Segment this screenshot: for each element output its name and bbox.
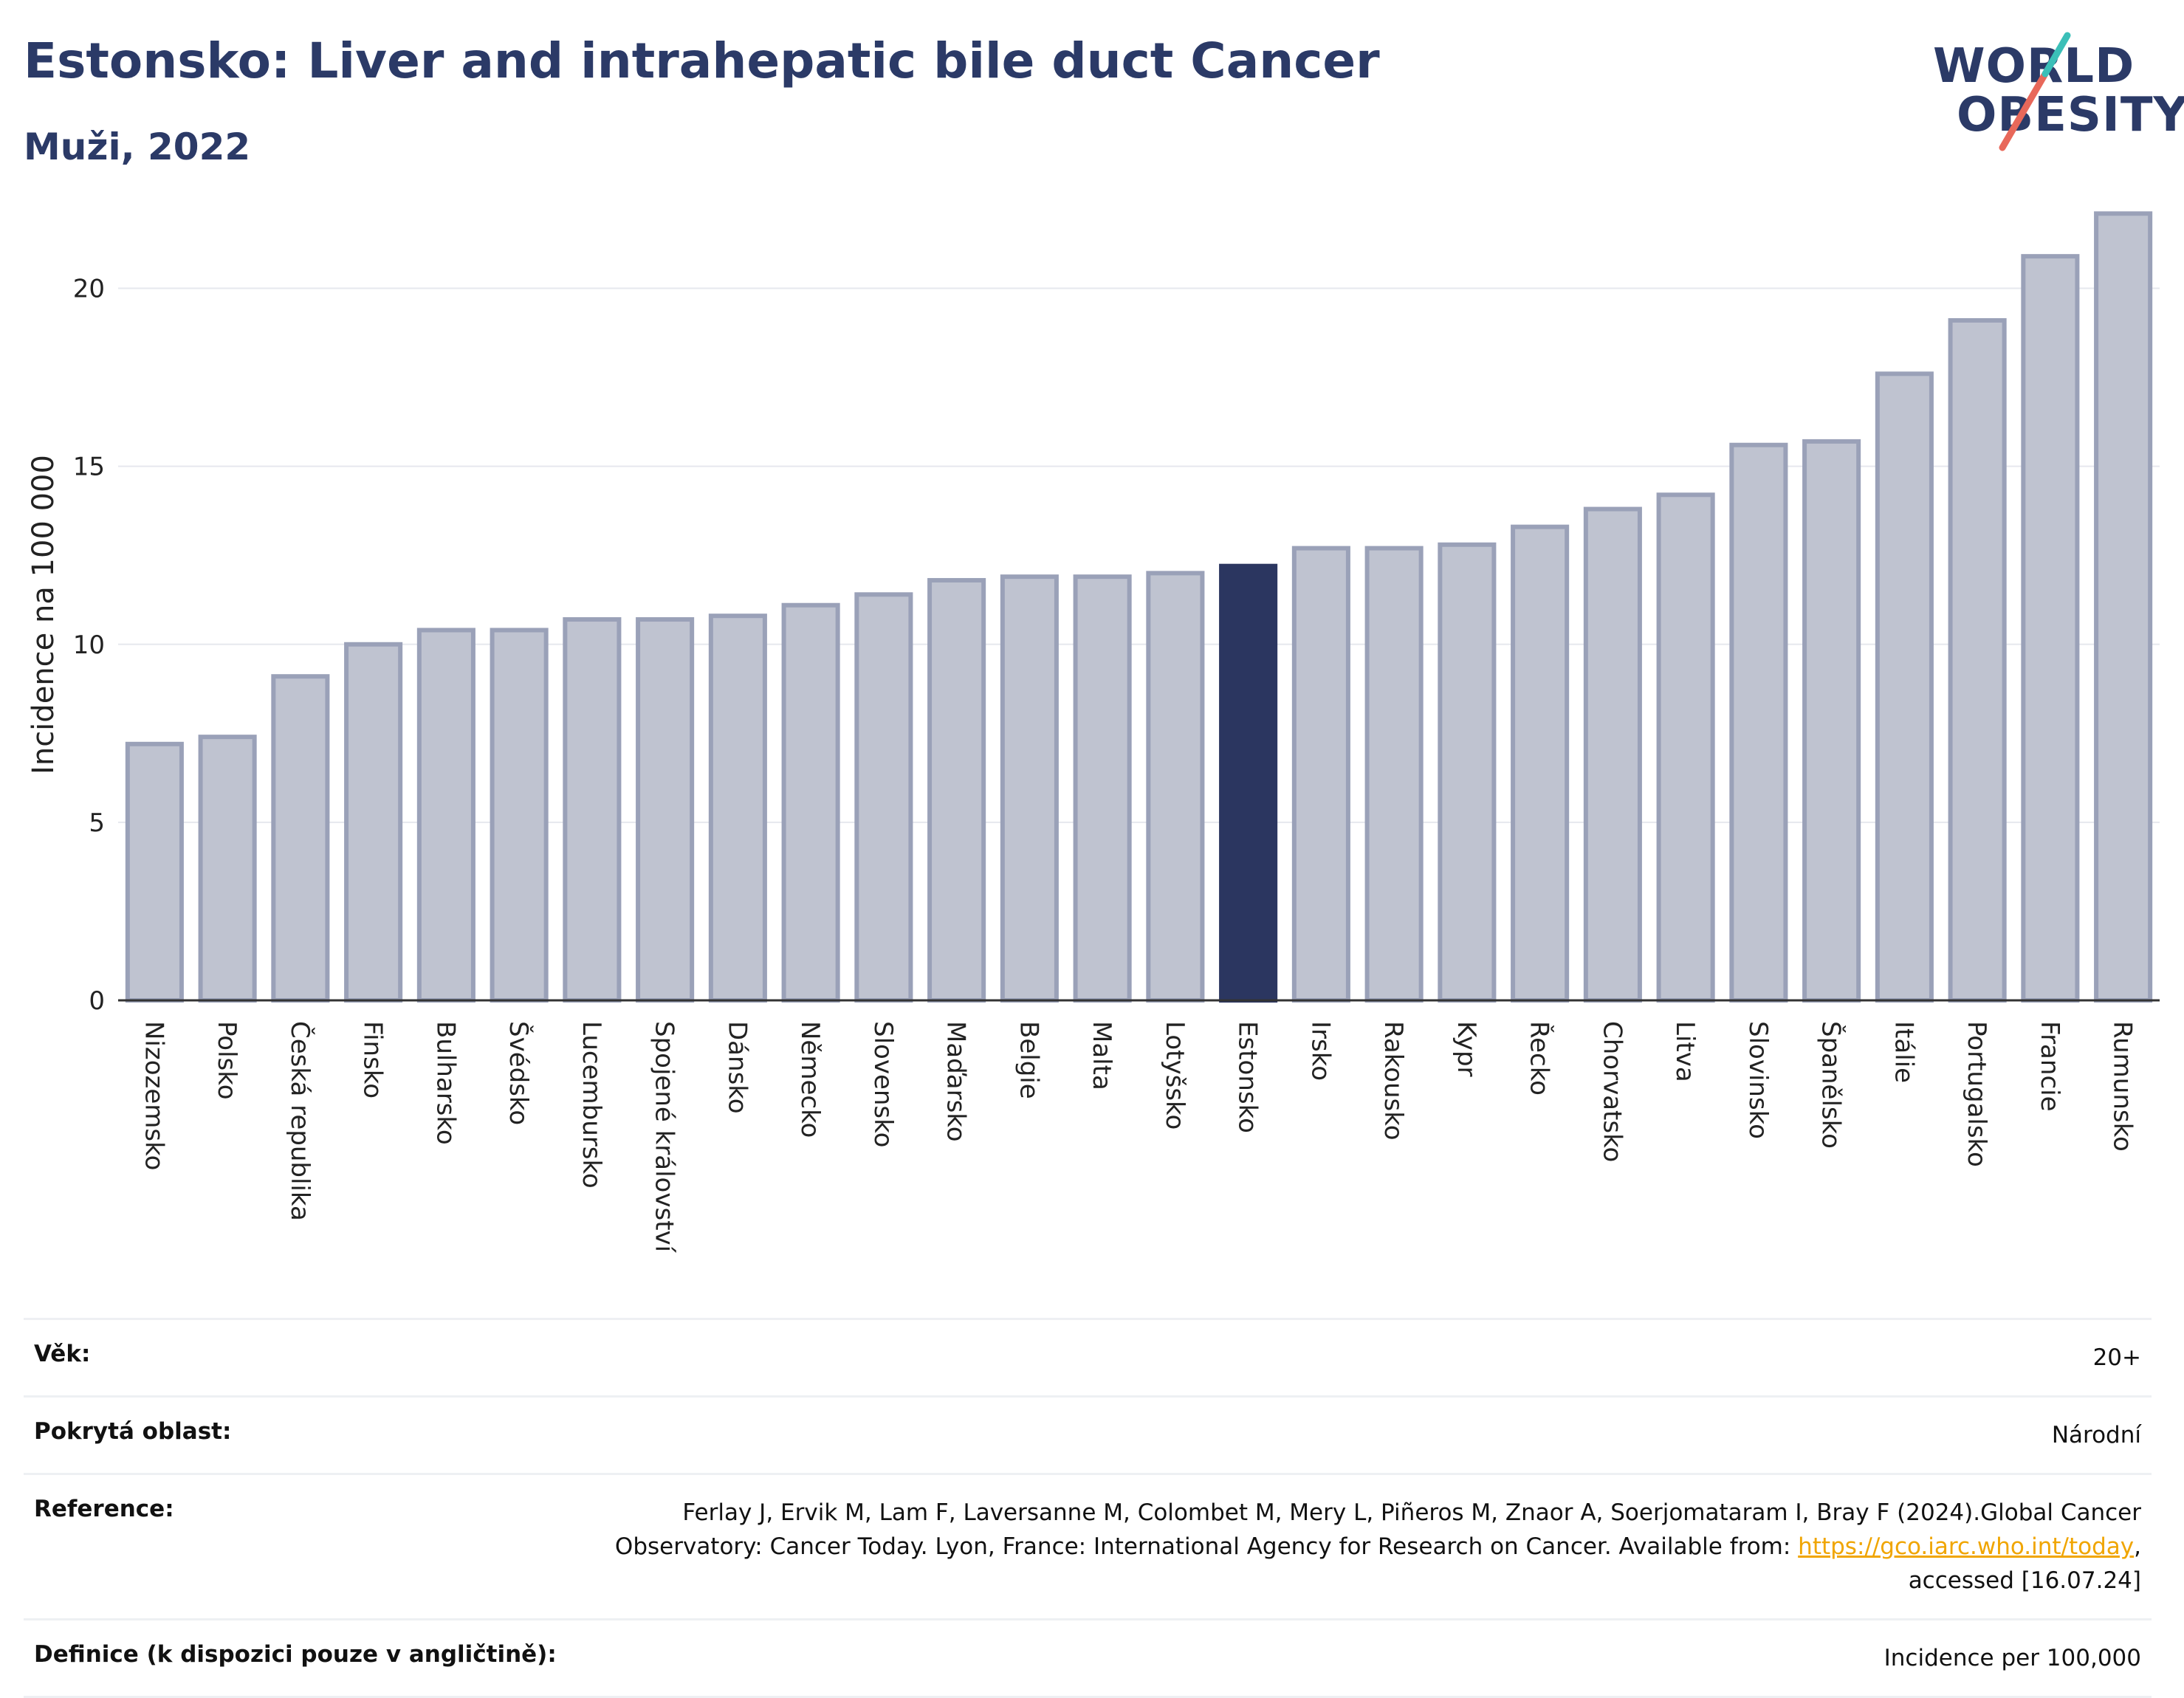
bar-rumunsko	[2094, 211, 2153, 1003]
info-row-area: Pokrytá oblast: Národní	[24, 1395, 2152, 1473]
bar-lucembursko	[563, 617, 622, 1003]
bar-itálie	[1875, 371, 1934, 1003]
reference-line-1: Ferlay J, Ervik M, Lam F, Laversanne M, …	[682, 1499, 2141, 1526]
x-axis-labels: Nizozemsko Polsko Česká republika Finsko Bul…	[139, 1021, 2137, 1254]
info-row-age: Věk: 20+	[24, 1318, 2152, 1395]
bar-chorvatsko	[1583, 506, 1642, 1003]
y-axis-label: Incidence na 100 000	[27, 455, 61, 774]
x-tick-label: Slovensko	[868, 1021, 898, 1147]
bar-litva	[1656, 492, 1715, 1003]
x-tick-label: Česká republika	[285, 1021, 315, 1221]
page-title: Estonsko: Liver and intrahepatic bile du…	[24, 32, 1380, 89]
x-tick-label: Finsko	[358, 1021, 388, 1099]
x-tick-label: Litva	[1670, 1021, 1700, 1082]
bars	[125, 211, 2153, 1003]
bar-finsko	[344, 642, 403, 1003]
area-value: Národní	[2051, 1422, 2141, 1448]
world-obesity-logo: WORLD OBESITY	[1920, 22, 2184, 155]
reference-line-3: accessed [16.07.24]	[1908, 1567, 2141, 1594]
definition-label: Definice (k dispozici pouze v angličtině…	[34, 1641, 557, 1668]
bar-španělsko	[1802, 439, 1861, 1003]
y-tick-label: 15	[73, 453, 105, 482]
bar-polsko	[198, 735, 257, 1003]
x-tick-label: Spojené království	[650, 1021, 679, 1254]
y-axis-ticks: 0 5 10 15 20	[73, 275, 105, 1016]
bar-kypr	[1438, 542, 1497, 1003]
x-tick-label: Rakousko	[1378, 1021, 1408, 1141]
bar-nizozemsko	[125, 741, 184, 1003]
info-row-reference: Reference: Ferlay J, Ervik M, Lam F, Lav…	[24, 1473, 2152, 1618]
bar-spojené-království	[636, 617, 695, 1003]
bar-belgie	[1000, 574, 1059, 1003]
x-tick-label: Slovinsko	[1743, 1021, 1773, 1139]
x-tick-label: Řecko	[1525, 1021, 1555, 1096]
bar-německo	[781, 602, 840, 1003]
bar-irsko	[1291, 546, 1350, 1003]
x-tick-label: Chorvatsko	[1597, 1021, 1627, 1162]
reference-link[interactable]: https://gco.iarc.who.int/today	[1798, 1533, 2135, 1560]
bar-francie	[2021, 254, 2080, 1003]
info-table: Věk: 20+ Pokrytá oblast: Národní Referen…	[24, 1318, 2152, 1698]
x-tick-label: Švédsko	[504, 1021, 534, 1125]
age-label: Věk:	[34, 1341, 91, 1367]
bar-bulharsko	[416, 628, 475, 1003]
x-tick-label: Lotyšsko	[1160, 1021, 1189, 1130]
bar-malta	[1073, 574, 1132, 1003]
logo-slash-icon	[1999, 32, 2071, 151]
bar-rakousko	[1364, 546, 1424, 1003]
bar-maďarsko	[927, 577, 986, 1003]
x-tick-label: Maďarsko	[941, 1021, 971, 1142]
bar-švédsko	[490, 628, 549, 1003]
x-tick-label: Estonsko	[1233, 1021, 1263, 1133]
logo-text-line2: OBESITY	[1957, 88, 2184, 142]
y-tick-label: 0	[89, 986, 105, 1016]
bar-česká-republika	[271, 674, 330, 1003]
x-tick-label: Rumunsko	[2108, 1021, 2137, 1152]
x-tick-label: Lucembursko	[577, 1021, 606, 1189]
reference-value: Ferlay J, Ervik M, Lam F, Laversanne M, …	[615, 1496, 2141, 1598]
x-tick-label: Kypr	[1452, 1021, 1481, 1077]
y-tick-label: 10	[73, 630, 105, 660]
bar-slovinsko	[1729, 442, 1788, 1003]
x-tick-label: Belgie	[1014, 1021, 1043, 1099]
x-tick-label: Itálie	[1889, 1021, 1918, 1083]
bar-estonsko	[1219, 563, 1278, 1003]
reference-line-2: Observatory: Cancer Today. Lyon, France:…	[614, 1533, 1799, 1560]
bar-portugalsko	[1948, 317, 2007, 1003]
info-row-definition: Definice (k dispozici pouze v angličtině…	[24, 1618, 2152, 1698]
page-subtitle: Muži, 2022	[24, 126, 251, 168]
x-tick-label: Španělsko	[1816, 1021, 1847, 1149]
bar-lotyšsko	[1146, 571, 1205, 1003]
x-tick-label: Francie	[2035, 1021, 2064, 1112]
x-tick-label: Polsko	[212, 1021, 241, 1100]
definition-value: Incidence per 100,000	[1883, 1645, 2141, 1671]
age-value: 20+	[2092, 1344, 2141, 1371]
x-tick-label: Malta	[1087, 1021, 1116, 1090]
bar-slovensko	[854, 592, 913, 1003]
x-tick-label: Bulharsko	[430, 1021, 460, 1145]
x-tick-label: Nizozemsko	[139, 1021, 168, 1170]
y-tick-label: 5	[89, 808, 105, 838]
x-tick-label: Irsko	[1305, 1021, 1335, 1081]
bar-řecko	[1511, 524, 1570, 1003]
x-tick-label: Portugalsko	[1962, 1021, 1991, 1167]
logo-text-line1: WORLD	[1933, 39, 2135, 94]
reference-line-2-end: ,	[2134, 1533, 2141, 1560]
area-label: Pokrytá oblast:	[34, 1418, 232, 1445]
x-tick-label: Dánsko	[722, 1021, 752, 1114]
y-tick-label: 20	[73, 275, 105, 304]
reference-label: Reference:	[34, 1496, 174, 1522]
bar-dánsko	[708, 613, 767, 1003]
bar-chart: 0 5 10 15 20 Nizozemsko Polsko Česká republika…	[27, 211, 2160, 1254]
x-tick-label: Německo	[795, 1021, 825, 1138]
